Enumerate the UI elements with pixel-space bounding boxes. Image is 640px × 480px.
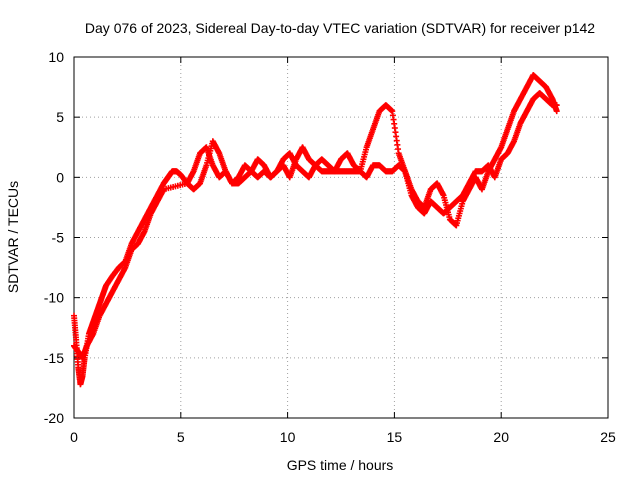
y-tick-label: -10 xyxy=(44,290,64,306)
x-axis-label: GPS time / hours xyxy=(287,457,394,473)
y-tick-label: 10 xyxy=(48,49,64,65)
data-point xyxy=(553,108,560,115)
y-tick-label: 0 xyxy=(56,169,64,185)
x-tick-label: 20 xyxy=(493,429,509,445)
data-series xyxy=(71,72,560,388)
y-tick-label: 5 xyxy=(56,109,64,125)
y-tick-labels: -20 -15 -10 -5 0 5 10 xyxy=(44,49,64,426)
x-tick-label: 10 xyxy=(280,429,296,445)
chart-title: Day 076 of 2023, Sidereal Day-to-day VTE… xyxy=(85,20,595,36)
x-tick-label: 25 xyxy=(600,429,616,445)
x-tick-label: 0 xyxy=(70,429,78,445)
y-tick-label: -15 xyxy=(44,350,64,366)
series-p142-b xyxy=(71,90,560,361)
y-tick-label: -5 xyxy=(52,230,65,246)
y-tick-label: -20 xyxy=(44,410,64,426)
grid xyxy=(74,57,608,418)
x-tick-labels: 0 5 10 15 20 25 xyxy=(70,429,616,445)
axis-ticks xyxy=(73,56,609,419)
x-tick-label: 15 xyxy=(387,429,403,445)
x-tick-label: 5 xyxy=(177,429,185,445)
y-axis-label: SDTVAR / TECUs xyxy=(5,181,21,293)
data-point xyxy=(553,102,560,109)
